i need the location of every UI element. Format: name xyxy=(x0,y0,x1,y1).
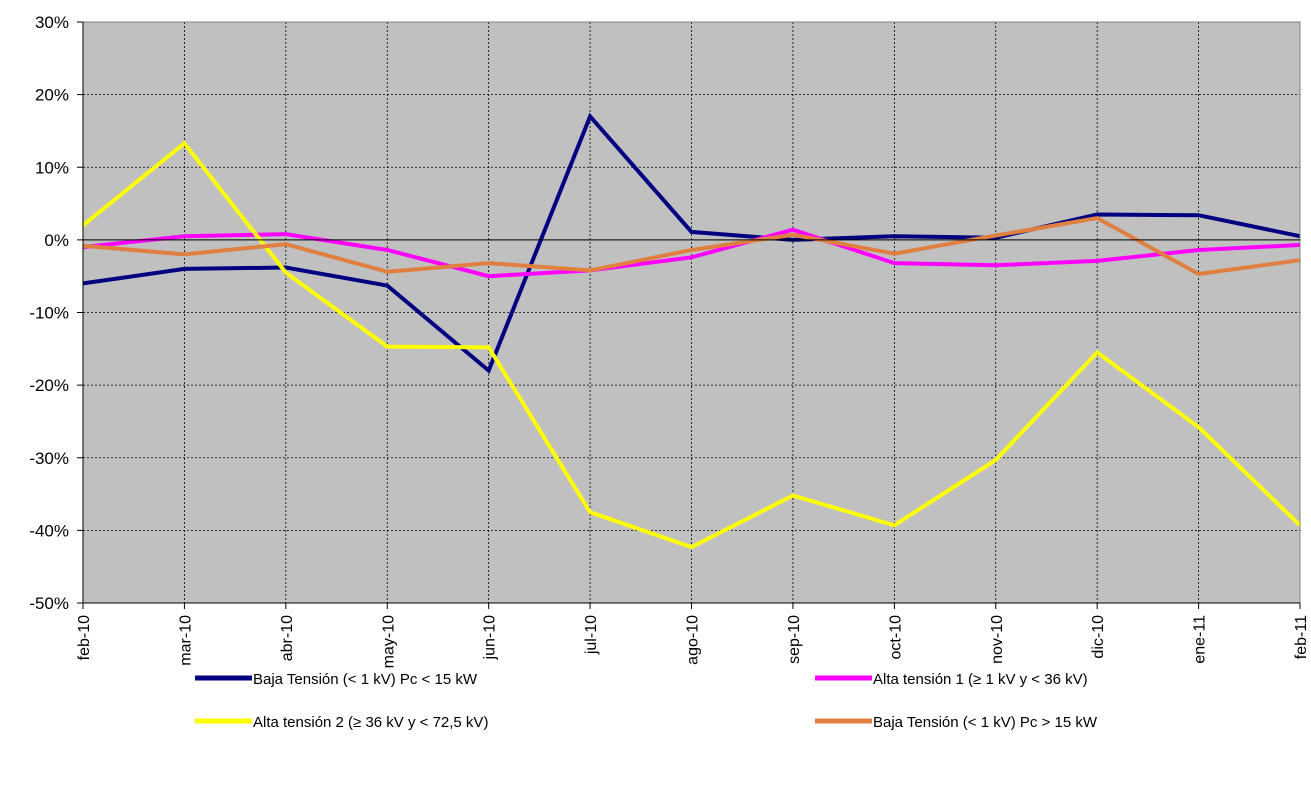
x-tick-label: jul-10 xyxy=(583,615,600,655)
x-tick-label: may-10 xyxy=(380,615,397,668)
x-tick-label: dic-10 xyxy=(1090,615,1107,659)
x-tick-label: abr-10 xyxy=(279,615,296,661)
y-tick-label: -40% xyxy=(29,521,69,540)
legend: Baja Tensión (< 1 kV) Pc < 15 kW Alta ten… xyxy=(195,671,1098,731)
y-tick-label: 20% xyxy=(35,86,69,105)
series-lines xyxy=(81,112,1302,550)
y-tick-label: -30% xyxy=(29,449,69,468)
x-tick-label: nov-10 xyxy=(989,615,1006,664)
legend-label-1: Baja Tensión (< 1 kV) Pc < 15 kW xyxy=(253,671,478,688)
x-tick-label: mar-10 xyxy=(177,615,194,666)
series-line-3 xyxy=(81,140,1302,550)
x-tick-label: feb-10 xyxy=(76,615,93,660)
axes xyxy=(77,21,1301,609)
x-axis-tick-labels: feb-10 mar-10 abr-10 may-10 jun-10 jul-10 ago-… xyxy=(76,615,1310,668)
legend-label-3: Alta tensión 2 (≥ 36 kV y < 72,5 kV) xyxy=(253,714,488,731)
x-tick-label: feb-11 xyxy=(1293,615,1310,659)
y-tick-label: 0% xyxy=(44,231,69,250)
y-tick-label: 10% xyxy=(35,158,69,177)
y-tick-label: 30% xyxy=(35,13,69,32)
x-tick-label: ago-10 xyxy=(685,615,702,665)
series-line-4 xyxy=(82,216,1301,277)
x-tick-label: ene-11 xyxy=(1192,615,1209,664)
x-tick-label: jun-10 xyxy=(482,615,499,661)
legend-label-2: Alta tensión 1 (≥ 1 kV y < 36 kV) xyxy=(873,671,1088,688)
x-tick-label: sep-10 xyxy=(786,615,803,664)
y-axis-tick-labels: 30% 20% 10% 0% -10% -20% -30% -40% -50% xyxy=(29,13,69,613)
y-tick-label: -10% xyxy=(29,304,69,323)
y-tick-label: -20% xyxy=(29,376,69,395)
y-tick-label: -50% xyxy=(29,594,69,613)
series-line-1 xyxy=(82,112,1301,374)
legend-label-4: Baja Tensión (< 1 kV) Pc > 15 kW xyxy=(873,714,1098,731)
x-tick-label: oct-10 xyxy=(887,615,904,660)
series-line-2 xyxy=(82,227,1301,279)
